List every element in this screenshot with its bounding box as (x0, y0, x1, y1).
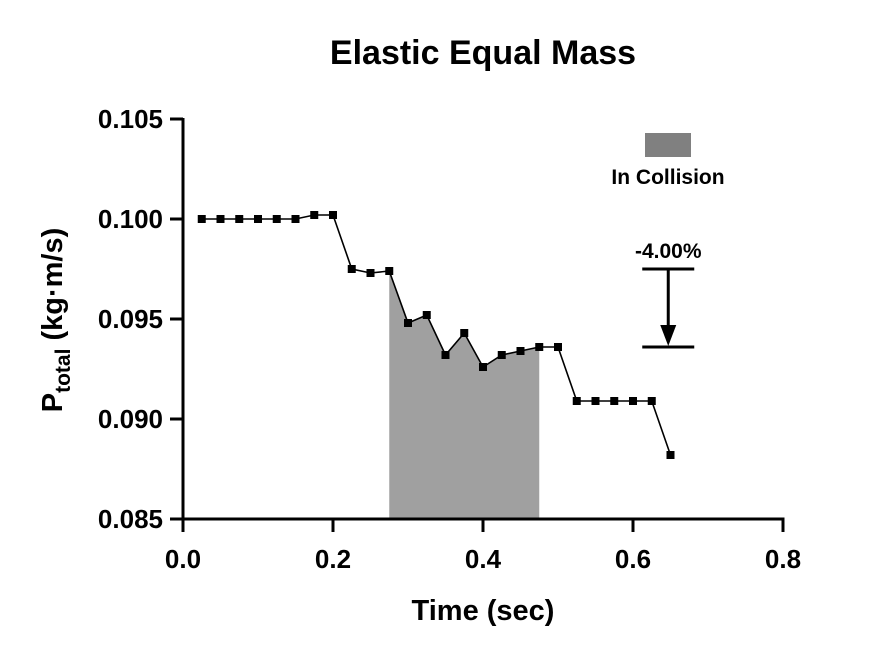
data-point (310, 211, 319, 219)
x-tick-label: 0.6 (615, 544, 651, 574)
y-axis-label-main: P (37, 393, 69, 412)
data-point (572, 397, 581, 405)
y-axis-label-subscript: total (52, 349, 75, 393)
y-tick-label: 0.090 (98, 404, 163, 434)
y-tick-label: 0.100 (98, 204, 163, 234)
data-point (554, 343, 562, 351)
y-tick-label: 0.085 (98, 504, 163, 534)
shade-layer (389, 271, 540, 519)
chart-title: Elastic Equal Mass (330, 34, 636, 72)
data-point (197, 215, 206, 223)
annotation-label: -4.00% (635, 240, 702, 263)
data-point (610, 397, 619, 405)
legend: In Collision (611, 133, 725, 189)
data-point (516, 347, 525, 355)
data-point (441, 351, 450, 359)
legend-label: In Collision (611, 166, 724, 189)
data-point (366, 269, 375, 277)
data-point (629, 397, 637, 405)
data-point (404, 319, 412, 327)
data-point (329, 211, 337, 219)
data-point (479, 363, 487, 371)
x-axis-label: Time (sec) (412, 595, 555, 627)
data-point (460, 329, 469, 337)
y-tick-label: 0.105 (98, 104, 163, 134)
data-point (666, 451, 675, 459)
collision-region (389, 271, 540, 519)
data-point (216, 215, 225, 223)
data-point (497, 351, 506, 359)
data-point (291, 215, 300, 223)
percent-change-annotation: -4.00% (635, 240, 702, 349)
axes: 0.085 0.090 0.095 0.100 0.105 0.0 0.2 0.4 0.6 0.8 (98, 104, 801, 574)
data-point (272, 215, 281, 223)
data-point (422, 311, 431, 319)
data-point (385, 267, 394, 275)
data-point (254, 215, 262, 223)
data-point (591, 397, 600, 405)
annotation-arrow-head (660, 325, 677, 346)
y-axis-label-units: (kg·m/s) (37, 228, 69, 349)
y-axis-label: Ptotal (kg·m/s) (37, 228, 75, 413)
x-tick-label: 0.2 (315, 544, 351, 574)
y-tick-label: 0.095 (98, 304, 163, 334)
data-point (647, 397, 656, 405)
legend-swatch (645, 133, 691, 157)
data-point (535, 343, 544, 351)
x-tick-label: 0.8 (765, 544, 801, 574)
data-point (235, 215, 244, 223)
data-point (347, 265, 356, 273)
x-tick-label: 0.4 (465, 544, 502, 574)
series-layer (197, 211, 675, 459)
x-tick-label: 0.0 (165, 544, 201, 574)
